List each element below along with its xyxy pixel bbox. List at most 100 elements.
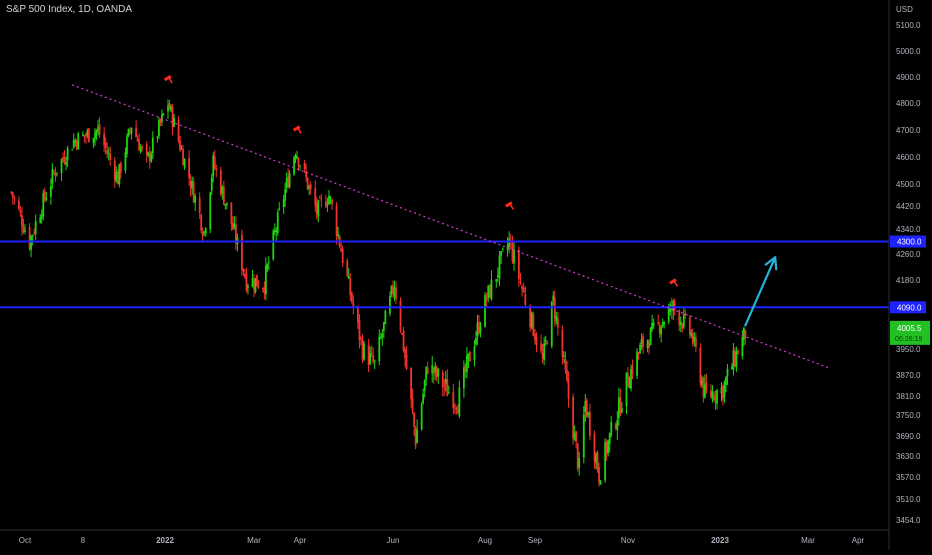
last-price-value: 4005.5	[897, 324, 922, 333]
candle-down	[357, 306, 359, 323]
candle-up	[51, 169, 54, 184]
candle-down	[614, 423, 617, 429]
candle-up	[267, 261, 270, 263]
candle-down	[519, 281, 522, 284]
price-tick-label: 3870.0	[896, 371, 921, 380]
candle-up	[595, 454, 597, 464]
candle-up	[423, 380, 426, 391]
candle-up	[66, 147, 69, 161]
flag-icon[interactable]	[505, 201, 515, 211]
flag-icon[interactable]	[669, 278, 679, 288]
candle-down	[648, 343, 651, 347]
projection-arrow-head-icon[interactable]	[764, 256, 778, 271]
candle-up	[273, 230, 276, 233]
time-tick-label: Mar	[247, 536, 261, 545]
candle-up	[495, 279, 498, 282]
candle-down	[256, 274, 258, 287]
price-axis[interactable]: USD 5100.0 5000.0 4900.0 4800.0 4700.0 4600.0…	[888, 0, 930, 550]
candle-up	[40, 215, 43, 219]
candle-up	[704, 384, 706, 398]
candle-up	[225, 202, 228, 205]
candle-down	[722, 385, 724, 400]
candle-up	[30, 235, 32, 250]
candle-down	[688, 317, 691, 334]
candle-up	[81, 134, 84, 136]
candle-down	[566, 369, 568, 381]
time-axis[interactable]: Oct 8 2022 Mar Apr Jun Aug Sep Nov 2023 Mar Apr	[0, 529, 889, 545]
candle-up	[158, 119, 160, 137]
price-tick-label: 3750.0	[896, 411, 921, 420]
candle-up	[501, 248, 504, 250]
price-tick-label: 3950.0	[896, 345, 921, 354]
candle-up	[434, 365, 437, 372]
candle-up	[640, 339, 643, 344]
candle-up	[236, 236, 239, 245]
candle-up	[667, 309, 670, 323]
candle-down	[452, 391, 455, 409]
candle-up	[127, 129, 130, 136]
candle-up	[690, 332, 693, 336]
candle-up	[369, 352, 372, 364]
candle-up	[24, 229, 26, 232]
candle-down	[201, 232, 204, 236]
flag-banner	[669, 278, 677, 285]
candle-down	[631, 366, 634, 375]
candle-down	[103, 133, 106, 145]
candle-down	[335, 205, 338, 237]
candle-down	[485, 298, 488, 300]
candle-up	[587, 412, 590, 415]
candle-down	[734, 352, 736, 366]
flag-pole	[167, 75, 173, 84]
candle-down	[642, 336, 644, 348]
candle-up	[475, 337, 477, 345]
candle-up	[382, 322, 385, 331]
candle-down	[303, 163, 306, 170]
candle-up	[60, 159, 63, 173]
candle-down	[564, 359, 567, 370]
candle-up	[293, 157, 295, 175]
time-tick-label: 2023	[711, 536, 729, 545]
candle-up	[210, 177, 213, 191]
time-tick-label: Oct	[19, 536, 32, 545]
candle-down	[441, 372, 444, 388]
candle-down	[576, 443, 579, 469]
levels-layer: 4300.0 4090.0	[0, 235, 926, 314]
candle-up	[266, 264, 269, 270]
candle-down	[410, 367, 412, 400]
candle-down	[242, 268, 245, 272]
flag-pole	[508, 202, 514, 210]
price-tick-label: 3570.0	[896, 473, 921, 482]
flag-pole	[672, 279, 678, 287]
flag-icon[interactable]	[163, 75, 174, 85]
candle-down	[456, 411, 459, 414]
candle-down	[443, 385, 446, 387]
candle-down	[28, 227, 31, 249]
candle-down	[627, 374, 629, 387]
candle-up	[384, 310, 387, 325]
candle-up	[276, 212, 279, 233]
candle-down	[331, 199, 333, 205]
projection-arrow-shaft[interactable]	[744, 256, 777, 327]
candle-up	[49, 185, 52, 197]
candle-down	[372, 355, 375, 362]
candle-up	[299, 165, 301, 167]
candle-down	[54, 172, 57, 177]
price-tick-label: 4420.0	[896, 202, 921, 211]
price-tick-label: 4260.0	[896, 250, 921, 259]
candle-up	[701, 380, 703, 385]
price-tick-label: 3810.0	[896, 392, 921, 401]
candle-up	[264, 265, 267, 295]
chart-title: S&P 500 Index, 1D, OANDA	[6, 4, 132, 15]
candle-up	[97, 126, 99, 131]
candle-up	[34, 221, 37, 234]
candle-down	[148, 151, 151, 161]
candle-down	[138, 140, 141, 151]
candle-up	[233, 223, 236, 228]
candle-up	[484, 295, 486, 327]
candle-up	[732, 350, 735, 371]
flag-icon[interactable]	[292, 125, 303, 135]
candle-up	[162, 113, 165, 115]
level-price-tag-1	[890, 301, 926, 314]
candle-down	[262, 287, 264, 289]
